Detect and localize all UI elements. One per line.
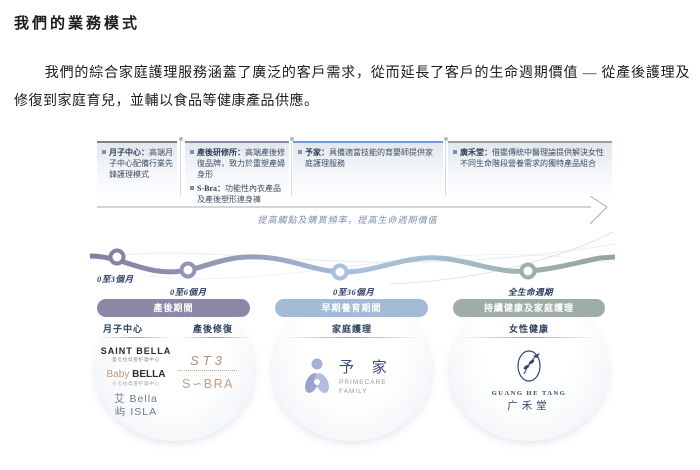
category-divider: [179, 337, 251, 338]
arrow-caption: 提高觸點及購買頻率，提高生命週期價值: [257, 215, 438, 225]
bullet-text: S-Bra：功能性內衣產品及產後塑形連身褲: [197, 183, 285, 205]
brand-desc: 高端產後修復品牌，致力於重塑產婦身形: [197, 148, 285, 180]
st3-tagline-dots: [179, 370, 237, 371]
intro-paragraph: 我們的綜合家庭護理服務涵蓋了廣泛的客戶需求，從而延長了客戶的生命週期價值 — 從…: [14, 66, 690, 109]
service-box-postpartum: 產後研修所：高端產後修復品牌，致力於重塑產婦身形 S-Bra：功能性內衣產品及產…: [185, 141, 289, 204]
saint-bella-subtitle: 圣贝拉母婴护理中心: [112, 357, 160, 362]
baby-bella-wordmark: Baby BELLA: [98, 369, 174, 380]
brand-desc: 高端月子中心配備行業先鋒護理模式: [109, 148, 173, 180]
box-separator: [289, 137, 294, 196]
stage-pill: 持續健康及家庭護理: [453, 299, 605, 317]
wave-line: [90, 253, 615, 275]
guang-he-tang-logo: GUANG HE TANG 广禾堂: [479, 349, 579, 413]
bullet-square-icon: [453, 150, 457, 154]
brand-name: 予家：: [305, 148, 329, 157]
primecare-family-logo: 予 家 PRIMECARE FAMILY: [302, 356, 410, 396]
bullet-item: 予家：具備適當技能的育嬰師提供家庭護理服務: [298, 147, 439, 169]
timeline-node: [519, 262, 537, 280]
bullet-item: 廣禾堂：借鑑傳統中醫理論提供解決女性不同生命階段營養需求的獨特產品組合: [453, 147, 608, 169]
bullet-text: 予家：具備適當技能的育嬰師提供家庭護理服務: [305, 147, 439, 169]
timeline-node: [108, 248, 126, 266]
primecare-en-line1: PRIMECARE: [339, 379, 387, 387]
ai-bella-line2: 屿 ISLA: [114, 405, 158, 418]
primecare-cn-wordmark: 予 家: [339, 360, 394, 377]
milestone-label: 0至36個月: [333, 287, 375, 297]
stage-circle-early-parenting: [272, 299, 432, 441]
bullet-item: 月子中心：高端月子中心配備行業先鋒護理模式: [102, 147, 173, 181]
stage-category: 月子中心: [102, 324, 143, 334]
milestone-label: 0至6個月: [170, 287, 207, 297]
ai-bella-line1: 艾 Bella: [114, 393, 158, 405]
stage-pill: 早期養育期間: [275, 299, 428, 317]
baby-bella-light: Baby: [106, 369, 133, 380]
timeline-node: [179, 261, 197, 279]
lifecycle-wave: [90, 231, 615, 285]
st3-logo: ST3: [176, 353, 240, 368]
category-divider: [282, 337, 422, 338]
guang-he-tang-emblem-icon: [517, 350, 541, 382]
primecare-en-line2: FAMILY: [339, 387, 368, 395]
brand-desc: 具備適當技能的育嬰師提供家庭護理服務: [305, 148, 433, 169]
milestone-label: 0至3個月: [97, 274, 134, 284]
primecare-en-wordmark: PRIMECARE FAMILY: [339, 379, 394, 396]
box-separator: [178, 137, 183, 196]
brand-desc: 功能性內衣產品及產後塑形連身褲: [197, 183, 281, 204]
box-separator: [443, 137, 448, 196]
primecare-figure-icon: [305, 358, 329, 393]
saint-bella-logo: SAINT BELLA 圣贝拉母婴护理中心: [98, 346, 174, 363]
bullet-item: S-Bra：功能性內衣產品及產後塑形連身褲: [190, 183, 285, 205]
arrow-right-icon: [589, 195, 608, 225]
brand-name: 產後研修所：: [197, 148, 245, 157]
baby-bella-logo: Baby BELLA 小贝拉母婴护理中心: [98, 369, 174, 387]
s-bra-wordmark: S∽BRA: [181, 377, 234, 391]
brand-desc: 借鑑傳統中醫理論提供解決女性不同生命階段營養需求的獨特產品組合: [460, 148, 604, 169]
st3-wordmark: ST3: [190, 353, 226, 368]
baby-bella-bold: BELLA: [132, 369, 166, 380]
decor-curve: [149, 253, 615, 280]
timeline-node: [331, 263, 349, 281]
stage-category: 女性健康: [508, 324, 549, 334]
brand-name: 月子中心：: [109, 148, 149, 157]
ai-bella-isla-logo: 艾 Bella 屿 ISLA: [104, 393, 168, 418]
bullet-square-icon: [298, 150, 302, 154]
bullet-item: 產後研修所：高端產後修復品牌，致力於重塑產婦身形: [190, 147, 285, 181]
saint-bella-wordmark: SAINT BELLA: [100, 346, 172, 356]
service-box-monthcenter: 月子中心：高端月子中心配備行業先鋒護理模式: [97, 141, 177, 199]
service-box-nutrition: 廣禾堂：借鑑傳統中醫理論提供解決女性不同生命階段營養需求的獨特產品組合: [448, 141, 612, 199]
value-arrow: [97, 195, 608, 225]
bullet-text: 月子中心：高端月子中心配備行業先鋒護理模式: [109, 147, 173, 181]
s-bra-logo: S∽BRA: [172, 376, 244, 391]
bullet-square-icon: [190, 150, 194, 154]
stage-pill: 產後期間: [97, 299, 250, 317]
service-box-homecare: 予家：具備適當技能的育嬰師提供家庭護理服務: [293, 141, 443, 199]
bullet-square-icon: [190, 185, 194, 190]
category-divider: [459, 337, 599, 338]
baby-bella-subtitle: 小贝拉母婴护理中心: [112, 381, 160, 386]
brand-name: S-Bra：: [197, 183, 225, 193]
bullet-text: 廣禾堂：借鑑傳統中醫理論提供解決女性不同生命階段營養需求的獨特產品組合: [460, 147, 608, 169]
bullet-text: 產後研修所：高端產後修復品牌，致力於重塑產婦身形: [197, 147, 285, 181]
decor-curve: [90, 243, 615, 263]
bullet-square-icon: [102, 150, 106, 154]
stage-category: 產後修復: [192, 324, 233, 334]
stage-circle-ongoing-health: [449, 299, 609, 441]
category-divider: [101, 337, 173, 338]
milestone-label: 全生命週期: [508, 287, 554, 297]
stage-category: 家庭護理: [331, 324, 372, 334]
brand-name: 廣禾堂：: [460, 148, 492, 157]
guang-he-tang-en: GUANG HE TANG: [491, 390, 567, 397]
guang-he-tang-cn: 广禾堂: [507, 401, 551, 412]
page-title: 我們的業務模式: [14, 16, 141, 32]
